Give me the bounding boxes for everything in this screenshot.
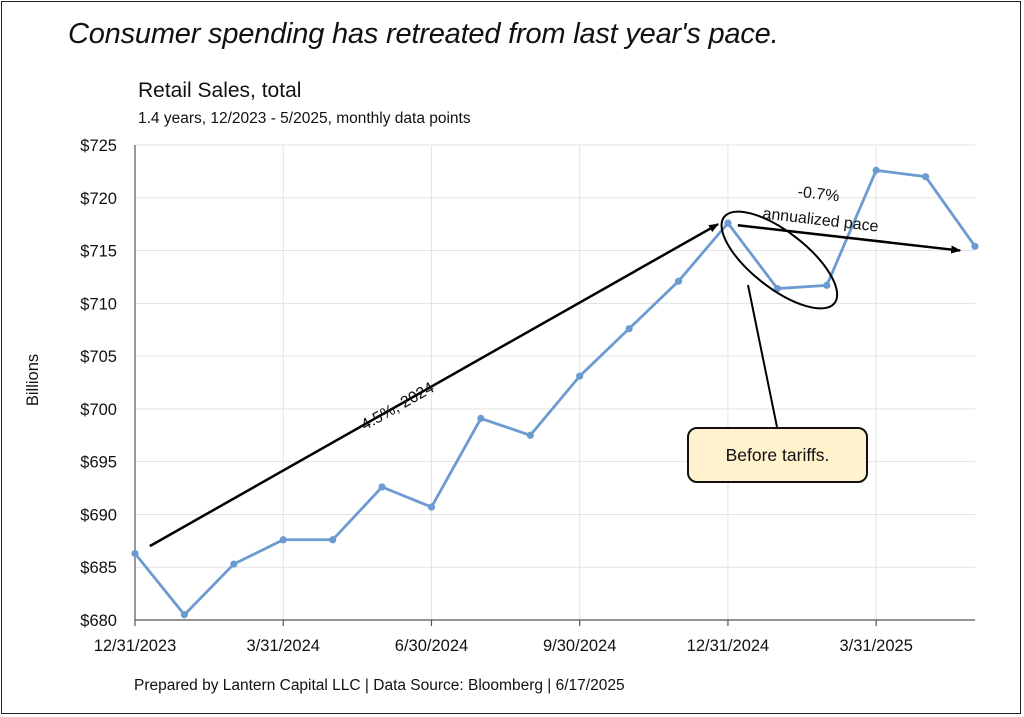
data-point: [131, 549, 139, 558]
trend-label-2024: 4.5%, 2024: [358, 379, 437, 434]
callout-leader-line: [747, 284, 778, 428]
data-point: [526, 431, 534, 439]
x-tick-label: 12/31/2023: [94, 637, 177, 655]
data-point: [477, 414, 485, 422]
x-tick-labels: 12/31/2023 3/31/2024 6/30/2024 9/30/2024 12/…: [94, 637, 913, 655]
data-point: [724, 219, 732, 227]
x-tick-label: 12/31/2024: [687, 637, 770, 655]
y-axis-label: Billions: [24, 354, 42, 406]
data-point: [674, 277, 683, 285]
data-point: [773, 284, 781, 293]
x-tick-label: 9/30/2024: [543, 637, 616, 655]
data-point: [625, 325, 633, 333]
y-tick-label: $725: [80, 137, 117, 155]
data-point: [427, 503, 436, 511]
data-point: [921, 173, 930, 181]
data-point: [576, 372, 584, 380]
trend-arrow-2024: [149, 223, 719, 548]
data-point: [180, 611, 189, 619]
data-point: [230, 560, 238, 568]
footer-source: Prepared by Lantern Capital LLC | Data S…: [134, 677, 625, 694]
y-tick-label: $705: [80, 348, 117, 366]
series-line: [133, 168, 977, 617]
y-tick-label: $690: [80, 506, 117, 524]
data-point: [971, 242, 979, 250]
headline: Consumer spending has retreated from las…: [68, 18, 779, 50]
series-retail-sales: [131, 166, 979, 619]
y-tick-labels: $680 $685 $690 $695 $700 $705 $710 $715 $720 $725: [80, 137, 117, 630]
y-tick-label: $680: [80, 612, 117, 630]
chart-title: Retail Sales, total: [138, 79, 302, 102]
annotations: 4.5%, 2024 -0.7% annualized pace: [149, 184, 962, 548]
data-point: [279, 536, 287, 544]
chart-subtitle: 1.4 years, 12/2023 - 5/2025, monthly dat…: [138, 110, 471, 127]
y-tick-label: $720: [80, 190, 117, 208]
highlight-ellipse: [720, 210, 839, 310]
y-tick-label: $710: [80, 295, 117, 313]
data-point: [329, 536, 337, 544]
y-tick-label: $715: [80, 243, 117, 261]
x-tick-label: 3/31/2024: [247, 637, 320, 655]
data-point: [872, 166, 880, 174]
y-tick-label: $695: [80, 454, 117, 472]
x-tick-label: 6/30/2024: [395, 637, 468, 655]
before-tariffs-callout: Before tariffs.: [687, 427, 868, 483]
y-tick-label: $685: [80, 559, 117, 577]
data-point: [378, 483, 386, 491]
data-point: [823, 281, 831, 289]
y-tick-label: $700: [80, 401, 117, 419]
trend-label-pct: -0.7%: [797, 184, 840, 206]
trend-arrow-2025: [737, 223, 962, 254]
x-tick-label: 3/31/2025: [839, 637, 912, 655]
callout-text: Before tariffs.: [725, 444, 830, 465]
axes: [134, 145, 975, 626]
